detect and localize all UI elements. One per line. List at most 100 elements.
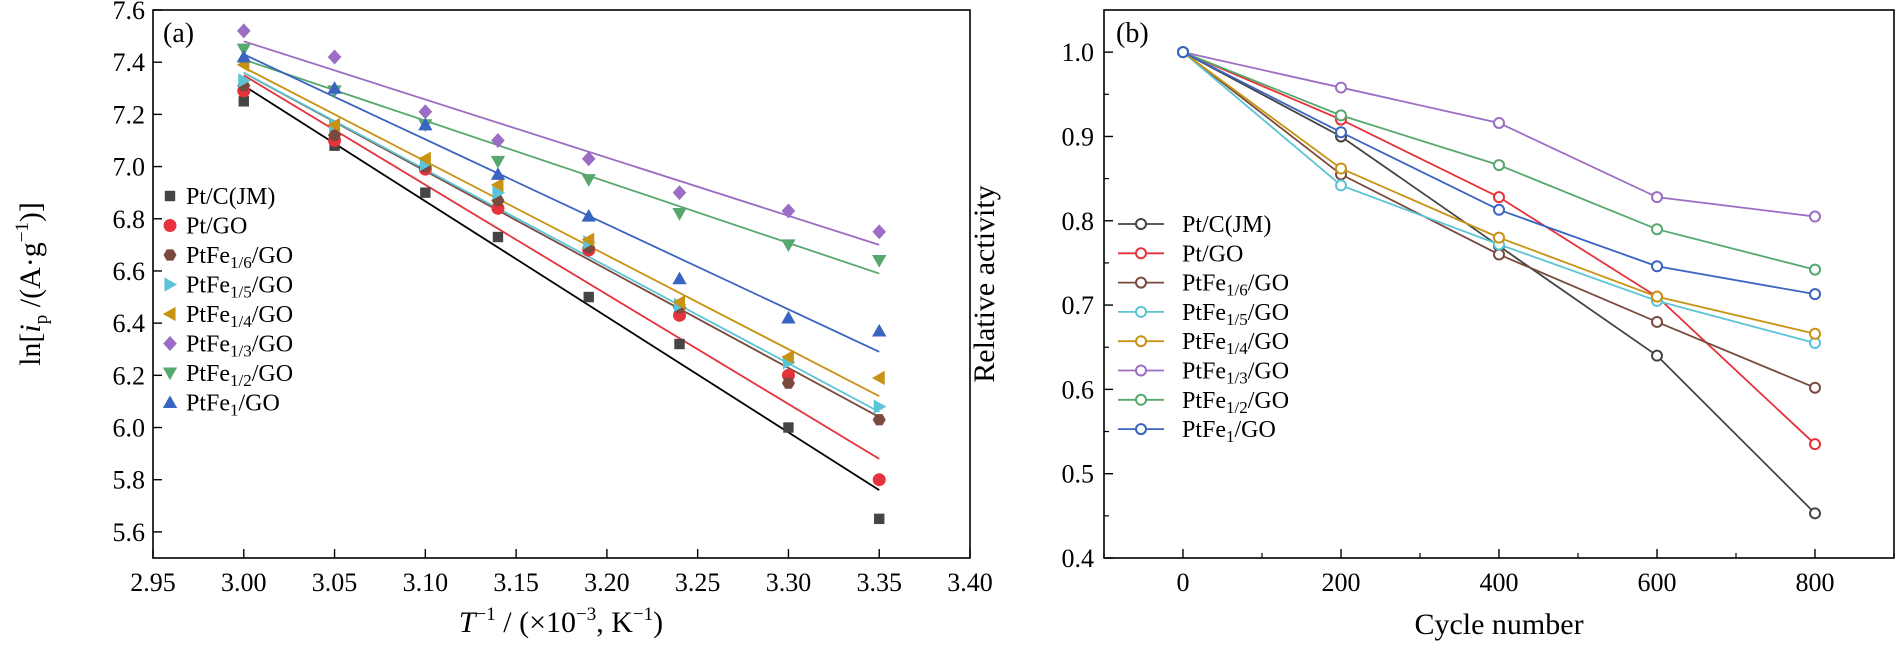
y-tick-label-b: 0.5: [1062, 460, 1095, 489]
point-ptfe1-6-go: [328, 129, 342, 141]
point-ptfe1-3-go: [872, 224, 887, 240]
point-ptfe1-6-go: [872, 414, 886, 426]
legend-label-ptfe1-5-go: PtFe1/5/GO: [1182, 300, 1289, 329]
point-ptfe1-go: [236, 49, 251, 63]
point-ptfe1-5-go: [238, 73, 251, 88]
x-tick-label-a: 3.20: [584, 568, 630, 597]
legend-marker-ptfe1-5-go: [164, 277, 178, 292]
point-ptfe1-5-go: [492, 185, 506, 200]
point-ptfe1-4-go: [1651, 290, 1663, 303]
y-tick-label-a: 7.4: [113, 48, 146, 77]
y-tick-label-a: 6.4: [113, 309, 146, 338]
x-axis-title-b: Cycle number: [1414, 608, 1583, 641]
point-ptfe1-go: [672, 271, 687, 285]
legend-marker-ptfe1-2-go: [1135, 393, 1147, 406]
panel-a: (a) 2.95 3.00 3.05 3.10 3.15 3.20 3.25 3.30 3.35…: [12, 0, 993, 639]
legend-marker-pt-c-jm: [1135, 218, 1147, 230]
legend-marker-ptfe1-6-go: [1135, 276, 1147, 289]
point-ptfe1-4-go: [490, 177, 504, 192]
fit-line-pt-go: [243, 74, 880, 460]
point-pt-c-jm: [674, 338, 685, 350]
point-ptfe1-2-go: [1493, 159, 1505, 172]
point-ptfe1-6-go: [1651, 315, 1663, 328]
point-ptfe1-go: [581, 209, 596, 222]
y-tick-label-a: 6.0: [113, 414, 146, 443]
point-ptfe1-2-go: [781, 239, 796, 253]
x-tick-label-a: 3.30: [766, 568, 812, 597]
legend-marker-ptfe1-4-go: [1135, 335, 1147, 348]
x-axis-b: 0 200 400 600 800: [1103, 549, 1895, 597]
legend-marker-ptfe1-6-go: [163, 249, 177, 261]
point-ptfe1-4-go: [781, 349, 794, 365]
point-ptfe1-go: [1493, 203, 1505, 216]
point-ptfe1-go: [1651, 260, 1663, 273]
legend-marker-pt-go: [163, 219, 177, 232]
point-ptfe1-4-go: [1335, 162, 1347, 175]
data-points-a: [236, 23, 887, 525]
x-axis-title-a: T−1 / (×10−3, K−1): [459, 604, 663, 639]
legend-marker-ptfe1-2-go: [162, 367, 178, 381]
y-tick-label-a: 7.6: [113, 0, 146, 25]
y-axis-title-b: Relative activity: [968, 185, 1001, 382]
y-tick-label-a: 5.6: [113, 518, 146, 547]
fit-line-ptfe1-2-go: [243, 58, 880, 275]
fit-line-ptfe1-3-go: [243, 40, 880, 246]
point-pt-go: [1809, 438, 1821, 451]
point-ptfe1-6-go: [1493, 248, 1505, 261]
point-ptfe1-2-go: [872, 254, 887, 268]
legend-label-ptfe1-5-go: PtFe1/5/GO: [186, 273, 293, 302]
point-ptfe1-5-go: [1335, 179, 1347, 192]
point-ptfe1-2-go: [490, 155, 506, 169]
fit-line-ptfe1-4-go: [243, 66, 880, 398]
point-ptfe1-4-go: [581, 232, 595, 247]
legend-label-ptfe1-6-go: PtFe1/6/GO: [186, 243, 293, 272]
point-ptfe1-go: [872, 323, 887, 337]
point-ptfe1-3-go: [236, 23, 251, 39]
legend-marker-ptfe1-5-go: [1135, 305, 1147, 318]
fit-line-pt-c-jm: [243, 84, 880, 491]
legend-label-ptfe1-4-go: PtFe1/4/GO: [186, 302, 293, 331]
fit-line-ptfe1-go: [243, 53, 880, 353]
point-ptfe1-4-go: [1493, 231, 1505, 244]
legend-marker-ptfe1-3-go: [1135, 364, 1147, 377]
point-ptfe1-go: [1809, 288, 1821, 301]
point-ptfe1-go: [1177, 46, 1189, 59]
point-ptfe1-2-go: [581, 174, 596, 187]
legend-a: Pt/C(JM) Pt/GO PtFe1/6/GOPtFe1/5/GOPtFe1/4…: [162, 184, 293, 420]
point-pt-c-jm: [238, 96, 249, 107]
x-tick-label-b: 200: [1322, 568, 1361, 597]
point-ptfe1-3-go: [1493, 116, 1505, 129]
legend-marker-pt-c-jm: [164, 190, 176, 202]
x-tick-label-b: 0: [1177, 568, 1190, 597]
x-tick-label-b: 800: [1796, 568, 1835, 597]
panel-label-b: (b): [1116, 18, 1149, 49]
legend-marker-ptfe1-go: [1135, 423, 1147, 436]
legend-b: Pt/C(JM) Pt/GO PtFe1/6/GOPtFe1/5/GOPtFe1/4…: [1118, 212, 1289, 446]
point-ptfe1-go: [1335, 126, 1347, 139]
point-pt-c-jm: [492, 231, 504, 243]
x-tick-label-a: 3.10: [403, 568, 449, 597]
y-tick-label-a: 7.2: [113, 100, 146, 129]
x-tick-label-b: 600: [1638, 568, 1677, 597]
point-pt-c-jm: [783, 422, 794, 433]
y-tick-label-a: 6.8: [113, 205, 146, 234]
y-axis-b: 0.4 0.5 0.6 0.7 0.8 0.9 1.0: [1062, 38, 1113, 573]
point-ptfe1-2-go: [1651, 223, 1663, 236]
y-tick-label-b: 0.9: [1062, 122, 1095, 151]
point-ptfe1-3-go: [327, 49, 342, 65]
x-axis-a: 2.95 3.00 3.05 3.10 3.15 3.20 3.25 3.30 3.35 3.40: [130, 549, 993, 597]
legend-label-pt-go: Pt/GO: [186, 214, 247, 240]
y-axis-title-a: ln[ip /(A·g−1)]: [12, 202, 52, 366]
fit-lines-a: [243, 40, 880, 491]
plot-frame-a: [152, 9, 971, 559]
legend-marker-ptfe1-3-go: [163, 336, 177, 351]
point-ptfe1-4-go: [1809, 327, 1821, 340]
legend-marker-ptfe1-4-go: [162, 306, 176, 322]
y-tick-label-b: 0.6: [1062, 375, 1095, 404]
point-ptfe1-5-go: [873, 399, 887, 414]
x-tick-label-a: 3.00: [221, 568, 267, 597]
point-ptfe1-3-go: [672, 185, 687, 201]
y-tick-label-a: 6.2: [113, 361, 146, 390]
x-tick-label-a: 3.25: [675, 568, 721, 597]
